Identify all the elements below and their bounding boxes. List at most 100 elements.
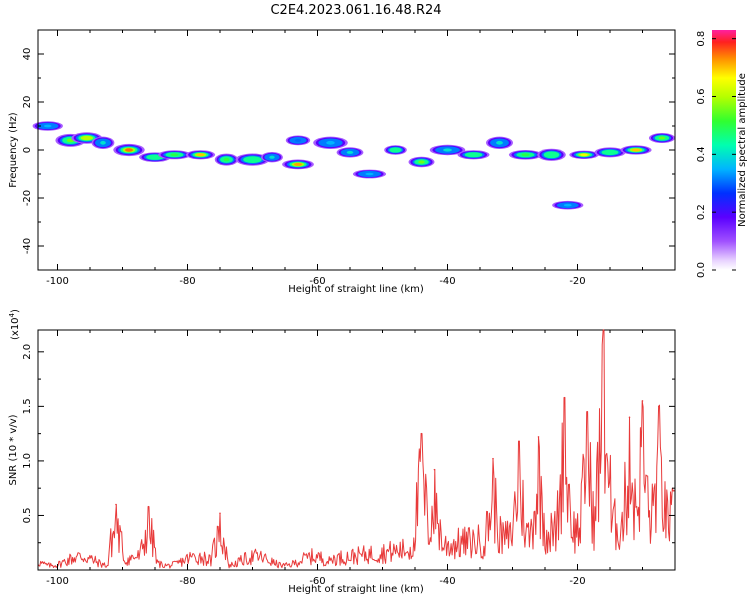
spectrogram-blob: [486, 136, 513, 149]
colorbar-gradient: [712, 30, 736, 270]
spectrogram-peak: [223, 157, 230, 162]
spectrogram-peak: [196, 153, 205, 157]
spectrogram-xtick-label: -60: [309, 276, 325, 287]
snr-peak-point: [586, 411, 589, 413]
snr-series-line: [37, 329, 676, 569]
colorbar-tick-label: 0.2: [696, 204, 707, 220]
spectrogram-peak: [658, 136, 666, 140]
snr-peak-point: [518, 440, 520, 443]
spectrogram-blob: [508, 150, 543, 160]
spectrogram-blob: [457, 150, 490, 160]
snr-ytick-label: 0.5: [22, 508, 33, 524]
spectrogram-blob: [32, 121, 63, 131]
snr-ytick-label: 1.0: [22, 453, 33, 469]
snr-xtick-label: -80: [179, 576, 195, 587]
snr-peak-point: [492, 457, 494, 460]
spectrogram-peak: [170, 153, 179, 157]
spectrogram-peak: [392, 148, 399, 152]
spectrogram-blob: [648, 133, 676, 143]
spectrogram-peak: [294, 162, 302, 166]
spectrogram-xtick-label: -100: [46, 276, 69, 287]
snr-peak-point: [433, 468, 436, 471]
spectrogram-peak: [580, 153, 588, 157]
figure-title: C2E4.2023.061.16.48.R24: [270, 3, 441, 18]
snr-peak-point: [563, 396, 566, 399]
spectrogram-peak: [248, 157, 257, 162]
snr-peak-point: [537, 436, 540, 438]
spectrogram-xtick-label: -40: [439, 276, 455, 287]
colorbar-tick-label: 0.0: [696, 262, 707, 278]
spectrogram-image: [32, 121, 676, 210]
spectrogram-blob: [352, 169, 387, 179]
spectrogram-blob: [384, 145, 407, 155]
spectrogram-ytick-label: -20: [22, 190, 33, 206]
colorbar-tick-label: 0.4: [696, 146, 707, 162]
spectrogram-blob: [214, 153, 239, 166]
snr-scale-label: (x104): [8, 309, 21, 340]
spectrogram-ytick-label: 0: [22, 147, 33, 153]
spectrogram-blob: [282, 159, 314, 170]
snr-peak-point: [657, 405, 660, 408]
snr-xtick-label: -100: [46, 576, 69, 587]
spectrogram-peak: [521, 153, 530, 157]
spectrogram-ylabel: Frequency (Hz): [8, 112, 19, 188]
snr-peak-point: [115, 503, 117, 506]
spectrogram-blob: [91, 136, 115, 149]
colorbar-tick-label: 0.6: [696, 89, 707, 105]
spectrogram-panel: -100 -80 -60 -40 -20 -40 -20 0 20 40 Height of st…: [8, 29, 676, 295]
snr-xlabel: Height of straight line (km): [288, 584, 424, 595]
spectrogram-blob: [429, 144, 466, 156]
snr-ytick-label: 2.0: [22, 344, 33, 360]
snr-peak-point: [628, 416, 631, 419]
spectrogram-xtick-label: -80: [179, 276, 195, 287]
spectrogram-peak: [365, 172, 374, 176]
snr-ytick-label: 1.5: [22, 398, 33, 414]
spectrogram-blob: [537, 148, 566, 161]
spectrogram-ytick-label: -40: [22, 238, 33, 254]
spectrogram-blob: [313, 136, 348, 149]
spectrogram-peak: [443, 148, 452, 152]
spectrogram-ytick-label: 20: [22, 96, 33, 109]
spectrogram-blob: [113, 143, 145, 157]
spectrogram-blob: [408, 156, 435, 168]
spectrogram-peak: [125, 148, 133, 152]
spectrogram-peak: [418, 160, 425, 164]
spectrogram-blob: [185, 150, 216, 160]
spectrogram-peak: [269, 155, 275, 159]
spectrogram-peak: [606, 150, 614, 154]
spectrogram-peak: [151, 155, 159, 159]
spectrogram-blob: [569, 150, 599, 159]
spectrogram-peak: [82, 136, 91, 140]
spectrogram-peak: [294, 138, 302, 142]
spectrogram-blob: [285, 135, 311, 146]
snr-ylabel: SNR (10 * v/v): [8, 414, 19, 485]
spectrogram-peak: [632, 148, 640, 152]
snr-xtick-label: -20: [569, 576, 585, 587]
colorbar-tick-label: 0.8: [696, 31, 707, 47]
spectrogram-peak: [496, 140, 503, 145]
spectrogram-ytick-label: 40: [22, 48, 33, 61]
spectrogram-blob: [552, 200, 584, 210]
snr-peak-point: [420, 432, 423, 435]
spectrogram-blob: [261, 152, 283, 163]
snr-peak-point: [602, 329, 605, 331]
spectrogram-blob: [594, 147, 626, 158]
spectrogram-blob: [336, 147, 364, 158]
snr-peak-point: [219, 512, 221, 515]
spectrogram-blob: [620, 145, 652, 155]
spectrogram-blob: [235, 153, 270, 166]
spectrogram-xtick-label: -20: [569, 276, 585, 287]
snr-frame: [37, 329, 676, 571]
snr-ticks: -100 -80 -60 -40 -20 0.5 1.0 1.5 2.0: [22, 330, 676, 587]
spectrogram-peak: [346, 150, 354, 154]
spectrogram-peak: [563, 203, 572, 207]
spectrogram-blob: [158, 150, 191, 160]
snr-peak-point: [147, 505, 150, 508]
spectrogram-peak: [326, 140, 335, 145]
spectrogram-peak: [100, 140, 106, 145]
spectrogram-peak: [43, 124, 52, 128]
colorbar: 0.0 0.2 0.4 0.6 0.8 Normalized spectral ampl…: [696, 30, 748, 278]
snr-xtick-label: -60: [309, 576, 325, 587]
colorbar-label: Normalized spectral amplitude: [737, 73, 748, 227]
